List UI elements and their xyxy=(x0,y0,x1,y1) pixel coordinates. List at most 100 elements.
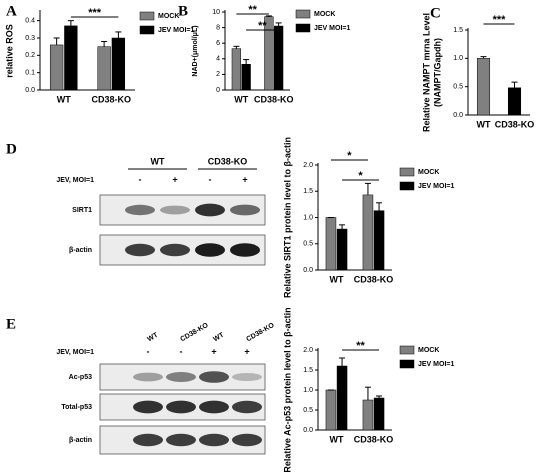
bar xyxy=(49,44,64,91)
significance-label: * xyxy=(347,150,352,162)
y-tick-label: 1.0 xyxy=(303,214,313,221)
blot-row-label: β-actin xyxy=(69,437,92,444)
treatment-sign: - xyxy=(180,346,183,356)
y-tick-label: 2.0 xyxy=(303,162,313,169)
blot-band xyxy=(133,372,163,382)
error-bar xyxy=(364,182,371,195)
bar xyxy=(325,217,337,271)
significance-label: *** xyxy=(493,14,507,26)
bar xyxy=(373,210,385,271)
y-axis-label: relative ROS xyxy=(4,24,14,78)
bar xyxy=(507,87,522,116)
bar xyxy=(325,389,337,431)
condition-label: JEV, MOI=1 xyxy=(56,177,94,184)
panel-label: C xyxy=(430,5,441,21)
bar xyxy=(231,48,242,91)
blot-band xyxy=(133,400,163,414)
blot-header: CD38-KO xyxy=(208,156,248,166)
panel-label: E xyxy=(6,316,16,332)
bar xyxy=(273,25,284,91)
error-bar xyxy=(339,224,346,230)
x-tick-label: CD38-KO xyxy=(354,434,394,444)
bar xyxy=(64,25,78,91)
panel-label: D xyxy=(6,141,17,157)
blot-band xyxy=(166,400,196,414)
y-axis-label: (NAMPT/Gapdh) xyxy=(432,38,442,107)
bar xyxy=(111,37,126,91)
legend-label: JEV MOI=1 xyxy=(418,361,454,368)
blot-band xyxy=(230,243,260,257)
error-bar xyxy=(364,386,371,400)
legend-swatch xyxy=(399,345,415,355)
x-tick-label: WT xyxy=(57,94,71,104)
error-bar xyxy=(67,20,74,26)
error-bar xyxy=(339,357,346,366)
treatment-sign: - xyxy=(139,174,142,184)
legend-swatch xyxy=(139,25,155,35)
legend-label: MOCK xyxy=(418,169,439,176)
legend-label: MOCK xyxy=(158,13,179,20)
blot-header: WT xyxy=(146,331,160,343)
y-tick-label: 4 xyxy=(216,56,220,63)
y-tick-label: 8 xyxy=(216,24,220,31)
blot-band xyxy=(133,433,163,447)
error-bar xyxy=(233,45,240,49)
y-tick-label: 10 xyxy=(212,9,220,16)
y-tick-label: 0.0 xyxy=(303,427,313,434)
blot-band xyxy=(195,243,225,257)
x-tick-label: CD38-KO xyxy=(354,274,394,284)
error-bar xyxy=(115,31,122,38)
bar xyxy=(476,58,491,116)
significance-label: ** xyxy=(356,340,365,352)
blot-band xyxy=(232,433,262,447)
legend-swatch xyxy=(399,167,415,177)
blot-row-label: Total-p53 xyxy=(61,404,92,411)
y-tick-label: 2 xyxy=(216,71,220,78)
treatment-sign: + xyxy=(211,346,216,356)
significance-label: ** xyxy=(258,20,267,32)
y-tick-label: 2.0 xyxy=(303,347,313,354)
y-axis-label: Relative SIRT1 protein level to β-actin xyxy=(282,137,292,298)
blot-band xyxy=(199,433,229,447)
y-tick-label: 0.1 xyxy=(25,70,35,77)
error-bar xyxy=(101,40,108,47)
error-bar xyxy=(480,56,487,59)
x-tick-label: WT xyxy=(330,274,344,284)
bar xyxy=(373,397,385,431)
error-bar xyxy=(265,15,272,17)
x-tick-label: CD38-KO xyxy=(495,119,535,129)
blot-band xyxy=(199,400,229,414)
blot-band xyxy=(195,203,225,217)
x-tick-label: CD38-KO xyxy=(91,94,131,104)
blot-band xyxy=(232,400,262,414)
bar xyxy=(97,46,111,91)
legend-swatch xyxy=(295,23,311,33)
legend-label: JEV MOI=1 xyxy=(158,27,194,34)
y-tick-label: 0.5 xyxy=(303,241,313,248)
y-tick-label: 0.0 xyxy=(303,267,313,274)
blot-band xyxy=(232,373,262,381)
blot-band xyxy=(199,371,229,383)
y-tick-label: 0.0 xyxy=(453,112,463,119)
blot-band xyxy=(160,205,190,215)
bar xyxy=(362,194,374,271)
bar xyxy=(241,64,251,91)
treatment-sign: + xyxy=(242,174,247,184)
error-bar xyxy=(376,202,383,211)
error-bar xyxy=(53,37,60,45)
y-tick-label: 1.0 xyxy=(453,55,463,62)
blot-band xyxy=(125,243,155,257)
blot-band xyxy=(160,243,190,257)
legend-label: MOCK xyxy=(314,11,335,18)
legend-swatch xyxy=(295,9,311,19)
legend-label: MOCK xyxy=(418,347,439,354)
y-tick-label: 1.5 xyxy=(303,367,313,374)
blot-row-label: β-actin xyxy=(69,247,92,254)
y-tick-label: 1.5 xyxy=(453,27,463,34)
x-tick-label: WT xyxy=(234,94,248,104)
x-tick-label: CD38-KO xyxy=(254,94,294,104)
y-tick-label: 0.5 xyxy=(303,407,313,414)
legend-label: JEV MOI=1 xyxy=(314,25,350,32)
significance-label: *** xyxy=(88,7,102,19)
